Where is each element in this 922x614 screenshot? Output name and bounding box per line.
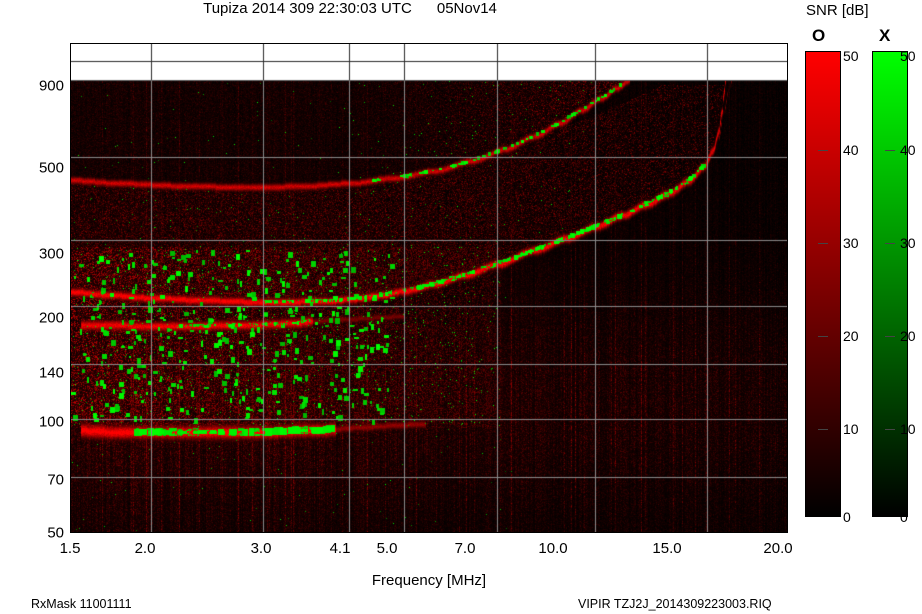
colorbar-o-tick-0: 0 [843, 509, 851, 525]
x-tick-3p0: 3.0 [250, 540, 272, 557]
colorbar-x-dash-40 [885, 150, 895, 151]
colorbar-o-tick-50: 50 [843, 48, 859, 64]
y-axis-ticks: 900 500 300 200 140 100 70 50 [0, 0, 64, 614]
y-tick-50: 50 [47, 524, 64, 542]
x-tick-5p0: 5.0 [376, 540, 398, 557]
y-tick-100: 100 [38, 413, 64, 431]
colorbar-o-dash-10 [818, 429, 828, 430]
colorbar-x-tick-40: 40 [900, 142, 916, 158]
colorbar-o-tick-40: 40 [843, 142, 859, 158]
colorbar-x-dash-10 [885, 429, 895, 430]
x-tick-1p5: 1.5 [59, 540, 81, 557]
colorbar-o-dash-30 [818, 243, 828, 244]
colorbar-x-tick-0: 0 [900, 509, 908, 525]
colorbar-x-tick-10: 10 [900, 421, 916, 437]
colorbar-o-mode-label: O [812, 26, 826, 45]
colorbar-title: SNR [dB] [806, 2, 869, 19]
x-axis-label: Frequency [MHz] [371, 572, 487, 589]
colorbar-x-dash-30 [885, 243, 895, 244]
colorbar-o-tick-20: 20 [843, 328, 859, 344]
colorbar-x-tick-30: 30 [900, 235, 916, 251]
ionogram-plot-area[interactable] [70, 43, 788, 533]
colorbar-x-mode[interactable] [872, 51, 908, 517]
y-tick-140: 140 [38, 364, 64, 382]
colorbar-x-tick-20: 20 [900, 328, 916, 344]
colorbar-o-dash-40 [818, 150, 828, 151]
x-tick-10p0: 10.0 [538, 540, 568, 557]
colorbar-o-tick-10: 10 [843, 421, 859, 437]
x-tick-4p1: 4.1 [329, 540, 351, 557]
colorbar-o-tick-30: 30 [843, 235, 859, 251]
ionogram-heatmap-canvas [71, 44, 787, 532]
y-tick-900: 900 [38, 77, 64, 95]
y-tick-200: 200 [38, 309, 64, 327]
colorbar-o-dash-20 [818, 336, 828, 337]
file-id-label: VIPIR TZJ2J_2014309223003.RIQ [578, 597, 772, 611]
colorbar-o-mode[interactable] [805, 51, 841, 517]
y-tick-300: 300 [38, 245, 64, 263]
colorbar-x-tick-50: 50 [900, 48, 916, 64]
y-tick-70: 70 [47, 471, 64, 489]
y-tick-500: 500 [38, 159, 64, 177]
page-title: Tupiza 2014 309 22:30:03 UTC 05Nov14 [203, 0, 497, 17]
x-tick-7p0: 7.0 [454, 540, 476, 557]
colorbar-x-mode-label: X [879, 26, 891, 45]
x-tick-20p0: 20.0 [763, 540, 793, 557]
x-tick-2p0: 2.0 [134, 540, 156, 557]
colorbar-x-dash-20 [885, 336, 895, 337]
x-tick-15p0: 15.0 [652, 540, 682, 557]
rxmask-label: RxMask 11001111 [31, 597, 132, 611]
